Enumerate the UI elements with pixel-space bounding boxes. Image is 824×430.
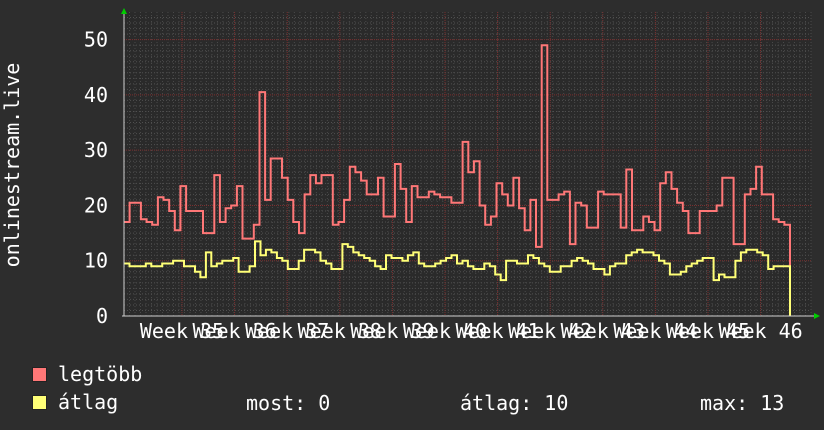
y-axis-arrow-icon — [121, 8, 127, 14]
series-line-atlag — [124, 240, 791, 316]
series-line-legtobb — [124, 44, 791, 316]
legend-item-legtobb: legtöbb — [32, 362, 143, 386]
stat-most: most: 0 — [246, 391, 331, 415]
x-tick-label: Week 44 — [613, 319, 697, 343]
legend-swatch-atlag — [32, 394, 47, 410]
legend-label-legtobb: legtöbb — [58, 362, 143, 386]
x-tick-label: Week 39 — [350, 319, 434, 343]
y-tick-label: 0 — [96, 304, 108, 328]
x-tick-label: Week 46 — [718, 319, 802, 343]
x-tick-label: Week 41 — [455, 319, 539, 343]
x-tick-label: Week 36 — [192, 319, 276, 343]
stat-max: max: 13 — [700, 391, 785, 415]
y-tick-label: 30 — [84, 138, 108, 162]
x-tick-label: Week 45 — [666, 319, 750, 343]
x-tick-label: Week 38 — [298, 319, 382, 343]
grid-major — [124, 12, 811, 316]
grid-minor — [124, 12, 812, 316]
legend-item-atlag: átlag — [32, 390, 119, 414]
x-tick-label: Week 35 — [140, 319, 224, 343]
y-tick-label: 20 — [84, 193, 108, 217]
y-tick-label: 50 — [84, 28, 108, 52]
y-tick-label: 40 — [84, 83, 108, 107]
y-axis-ticks: 0 10 20 30 40 50 — [84, 28, 108, 328]
x-tick-label: Week 42 — [508, 319, 592, 343]
legend-label-atlag: átlag — [58, 390, 119, 414]
y-tick-label: 10 — [84, 249, 108, 273]
legend-swatch-legtobb — [32, 366, 47, 382]
x-axis-arrow-icon — [814, 313, 820, 319]
y-axis-label: onlinestream.live — [0, 63, 24, 268]
x-tick-label: Week 40 — [403, 319, 487, 343]
stat-atlag: átlag: 10 — [460, 391, 569, 415]
x-tick-label: Week 43 — [561, 319, 645, 343]
x-tick-label: Week 37 — [245, 319, 329, 343]
series-lines — [124, 44, 791, 316]
